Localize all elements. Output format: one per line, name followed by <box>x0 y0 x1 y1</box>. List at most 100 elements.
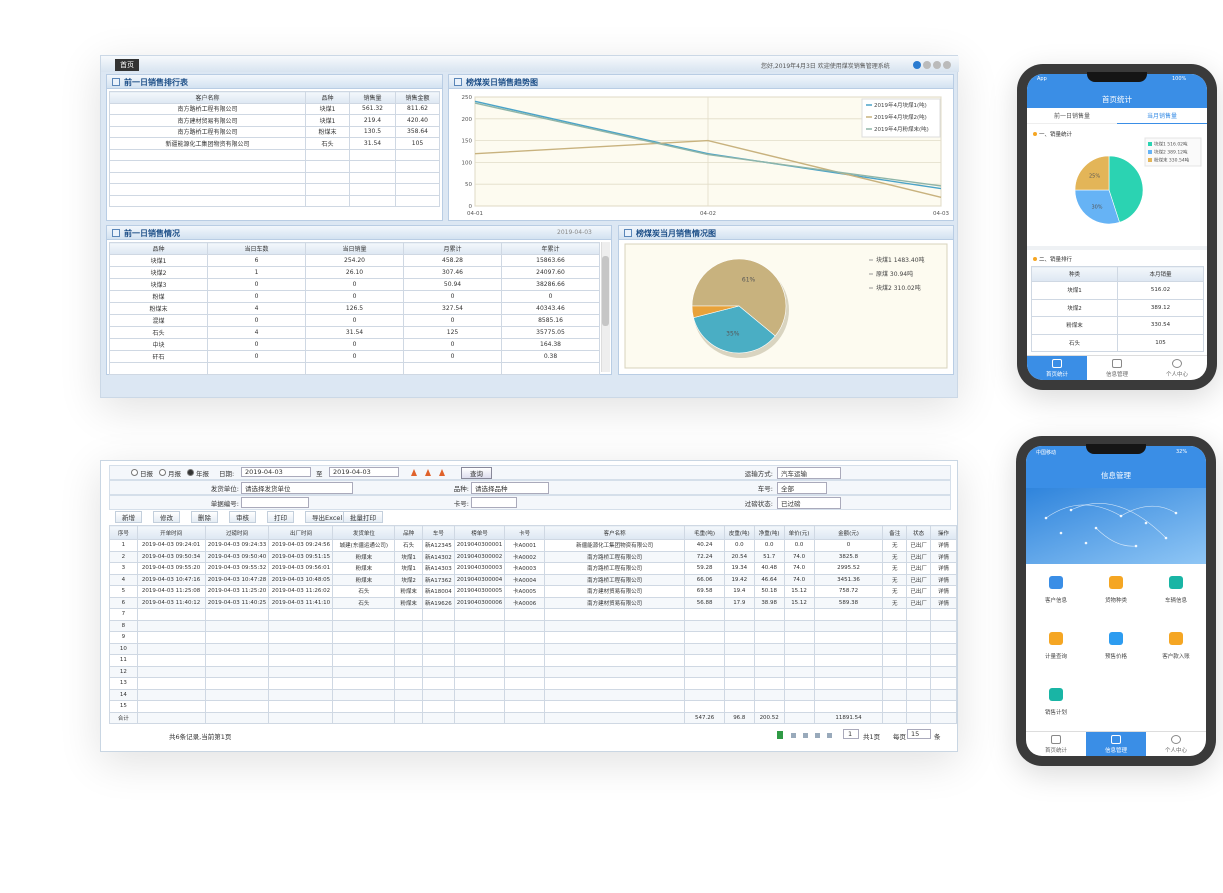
select[interactable]: 全部 <box>777 482 827 494</box>
table-cell: 12 <box>109 665 138 678</box>
table-cell: 96.8 <box>723 711 755 724</box>
table-cell: 2019-04-03 11:26:02 <box>268 585 334 598</box>
y-tick-label: 100 <box>462 160 473 166</box>
empty-cell <box>332 642 396 655</box>
empty-cell <box>906 677 932 690</box>
nav-item[interactable]: 信息管理 <box>1087 356 1147 380</box>
panel-title: 榜煤炭当月销售情况图 <box>636 229 716 238</box>
page-input[interactable]: 1 <box>843 729 859 739</box>
y-tick-label: 150 <box>462 139 473 145</box>
icon[interactable] <box>411 469 417 476</box>
tab[interactable]: 首页 <box>115 59 139 71</box>
radio[interactable] <box>187 469 194 476</box>
icon[interactable] <box>425 469 431 476</box>
menu-item[interactable]: 客户款入账 <box>1146 626 1206 676</box>
table-cell: 4 <box>109 573 138 586</box>
empty-cell <box>543 688 686 701</box>
icon[interactable] <box>439 469 445 476</box>
table-cell: 0 <box>403 350 502 363</box>
table-cell: 2019-04-03 10:47:16 <box>136 573 206 586</box>
pager-button[interactable] <box>803 733 808 738</box>
page-size[interactable]: 15 <box>907 729 931 739</box>
menu-item[interactable]: 货物种类 <box>1086 570 1146 620</box>
select[interactable]: 已过磅 <box>777 497 841 509</box>
empty-cell <box>349 148 396 161</box>
nav-item[interactable]: 个人中心 <box>1146 732 1206 756</box>
table-cell: 11 <box>109 654 138 667</box>
tab[interactable]: 当月销售量 <box>1117 111 1207 124</box>
nav-item[interactable]: 首页统计 <box>1026 732 1086 756</box>
nav-item[interactable]: 个人中心 <box>1147 356 1207 380</box>
tab[interactable]: 前一日销售量 <box>1027 111 1117 124</box>
table-cell: 15.12 <box>783 585 815 598</box>
toolbar-button[interactable]: 批量打印 <box>343 511 383 523</box>
table-cell: 74.0 <box>783 550 815 563</box>
column-header: 净重(吨) <box>753 525 785 540</box>
nav-label: 信息管理 <box>1105 372 1128 378</box>
window-button[interactable] <box>943 61 951 69</box>
table-cell: 块煤1 <box>109 254 208 267</box>
window-button[interactable] <box>923 61 931 69</box>
search-button[interactable]: 查询 <box>461 467 492 479</box>
empty-cell <box>332 631 396 644</box>
column-header: 品种 <box>305 91 350 104</box>
pager-icon[interactable] <box>777 731 783 739</box>
menu-item[interactable]: 计量查询 <box>1026 626 1086 676</box>
radio[interactable] <box>159 469 166 476</box>
text-input[interactable] <box>471 497 517 508</box>
menu-item[interactable]: 客户信息 <box>1026 570 1086 620</box>
select[interactable]: 汽车运输 <box>777 467 841 479</box>
menu-item[interactable]: 车辆信息 <box>1146 570 1206 620</box>
pie-slice <box>1108 155 1144 223</box>
empty-cell <box>882 711 908 724</box>
table-cell: 粉煤末 <box>394 596 424 609</box>
table-row: 1 2019-04-03 09:24:01 2019-04-03 09:24:33 2… <box>109 539 957 552</box>
pie-slice <box>691 258 787 337</box>
legend-box <box>1144 137 1202 167</box>
scroll-thumb[interactable] <box>602 256 609 326</box>
select[interactable]: 请选择发货单位 <box>241 482 353 494</box>
nav-item[interactable]: 信息管理 <box>1086 732 1146 756</box>
table-cell: 无 <box>882 596 908 609</box>
toolbar-button[interactable]: 修改 <box>153 511 180 523</box>
empty-cell <box>109 194 306 207</box>
table-cell: 40.24 <box>684 539 725 552</box>
text-input[interactable] <box>241 497 309 508</box>
table-cell: 327.54 <box>403 302 502 315</box>
menu-item[interactable]: 销售计划 <box>1026 682 1086 732</box>
table-cell: 13 <box>109 677 138 690</box>
table-cell: 8 <box>109 619 138 632</box>
empty-cell <box>453 711 506 724</box>
window-button[interactable] <box>933 61 941 69</box>
date-input[interactable]: 2019-04-03 <box>329 467 399 477</box>
empty-cell <box>504 700 545 713</box>
empty-cell <box>395 160 440 173</box>
toolbar-button[interactable]: 新增 <box>115 511 142 523</box>
table-cell: 420.40 <box>395 114 440 127</box>
radio[interactable] <box>131 469 138 476</box>
table-cell: 2019-04-03 09:50:34 <box>136 550 206 563</box>
radio-label: 年报 <box>196 470 209 478</box>
toolbar-button[interactable]: 审核 <box>229 511 256 523</box>
table-cell: 已出厂 <box>906 573 932 586</box>
select[interactable]: 请选择品种 <box>471 482 549 494</box>
window-button[interactable] <box>913 61 921 69</box>
table-cell: 589.38 <box>813 596 884 609</box>
column-header: 客户名称 <box>543 525 686 540</box>
empty-cell <box>882 665 908 678</box>
pager-button[interactable] <box>791 733 796 738</box>
date-input[interactable]: 2019-04-03 <box>241 467 311 477</box>
pager-button[interactable] <box>827 733 832 738</box>
panel: 前一日销售排行表 客户名称 品种 销售量 销售金额 南方路桥工程有限公司 块煤1 561.32… <box>106 74 443 221</box>
pager-button[interactable] <box>815 733 820 738</box>
toolbar-button[interactable]: 删除 <box>191 511 218 523</box>
empty-cell <box>453 631 506 644</box>
nav-item[interactable]: 首页统计 <box>1027 356 1087 380</box>
form-label: 发货单位: <box>210 485 239 493</box>
menu-item[interactable]: 预售价格 <box>1086 626 1146 676</box>
toolbar-button[interactable]: 打印 <box>267 511 294 523</box>
table-cell: 0 <box>207 314 306 327</box>
table-cell: 卡A0004 <box>504 573 545 586</box>
table-cell: 74.0 <box>783 562 815 575</box>
empty-cell <box>882 619 908 632</box>
